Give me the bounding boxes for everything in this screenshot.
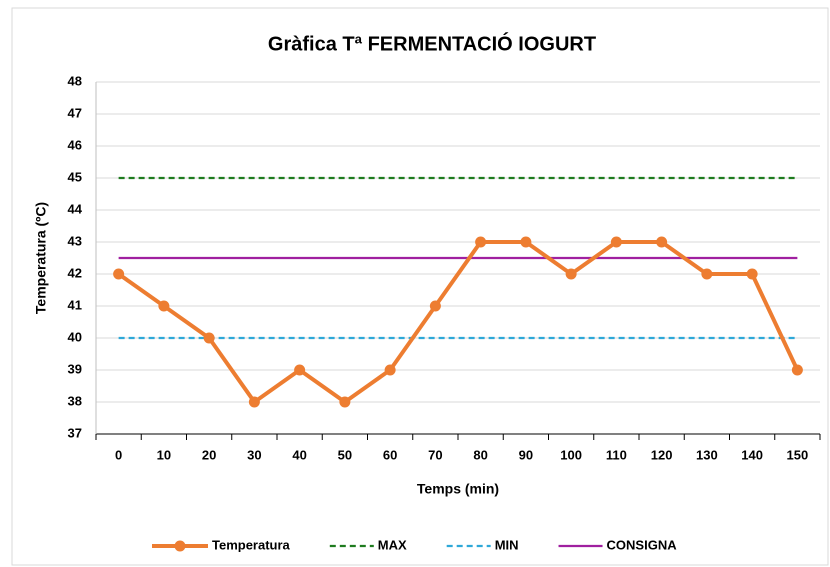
x-tick-label: 110 — [606, 447, 627, 462]
y-axis-label: Temperatura (ºC) — [33, 202, 49, 314]
x-tick-label: 40 — [292, 447, 306, 462]
x-tick-label: 80 — [473, 447, 487, 462]
y-tick-label: 43 — [68, 233, 82, 248]
point — [158, 300, 170, 312]
legend-label: Temperatura — [212, 537, 291, 552]
y-tick-label: 47 — [68, 105, 82, 120]
x-tick-label: 90 — [519, 447, 533, 462]
point — [248, 396, 260, 408]
x-tick-label: 130 — [696, 447, 718, 462]
point — [384, 364, 396, 376]
y-tick-label: 42 — [68, 265, 82, 280]
point — [746, 268, 758, 280]
x-tick-label: 50 — [338, 447, 352, 462]
point — [701, 268, 713, 280]
legend-label: CONSIGNA — [607, 537, 678, 552]
y-tick-label: 37 — [68, 425, 82, 440]
series-line — [117, 240, 800, 404]
x-tick-label: 140 — [741, 447, 763, 462]
point — [520, 236, 532, 248]
point — [565, 268, 577, 280]
point — [429, 300, 441, 312]
y-tick-label: 45 — [68, 169, 82, 184]
point — [294, 364, 306, 376]
legend-label: MIN — [495, 537, 519, 552]
y-tick-label: 39 — [68, 361, 82, 376]
point — [113, 268, 125, 280]
point — [475, 236, 487, 248]
x-tick-label: 0 — [115, 447, 122, 462]
x-tick-label: 10 — [157, 447, 171, 462]
point — [339, 396, 351, 408]
point — [610, 236, 622, 248]
x-tick-label: 70 — [428, 447, 442, 462]
x-axis-label: Temps (min) — [417, 481, 499, 497]
x-tick-label: 30 — [247, 447, 261, 462]
point — [203, 332, 215, 344]
y-tick-label: 48 — [68, 73, 82, 88]
point — [656, 236, 668, 248]
y-tick-label: 46 — [68, 137, 82, 152]
x-tick-label: 60 — [383, 447, 397, 462]
legend-label: MAX — [378, 537, 407, 552]
x-tick-label: 120 — [651, 447, 673, 462]
y-tick-label: 44 — [68, 201, 83, 216]
x-tick-label: 150 — [787, 447, 809, 462]
x-tick-label: 100 — [560, 447, 582, 462]
y-tick-label: 41 — [68, 297, 82, 312]
chart-title: Gràfica Tª FERMENTACIÓ IOGURT — [268, 31, 596, 55]
x-tick-label: 20 — [202, 447, 216, 462]
y-tick-label: 38 — [68, 393, 82, 408]
chart-border — [11, 7, 829, 566]
y-tick-label: 40 — [68, 329, 82, 344]
legend-marker — [174, 540, 186, 552]
point — [791, 364, 803, 376]
